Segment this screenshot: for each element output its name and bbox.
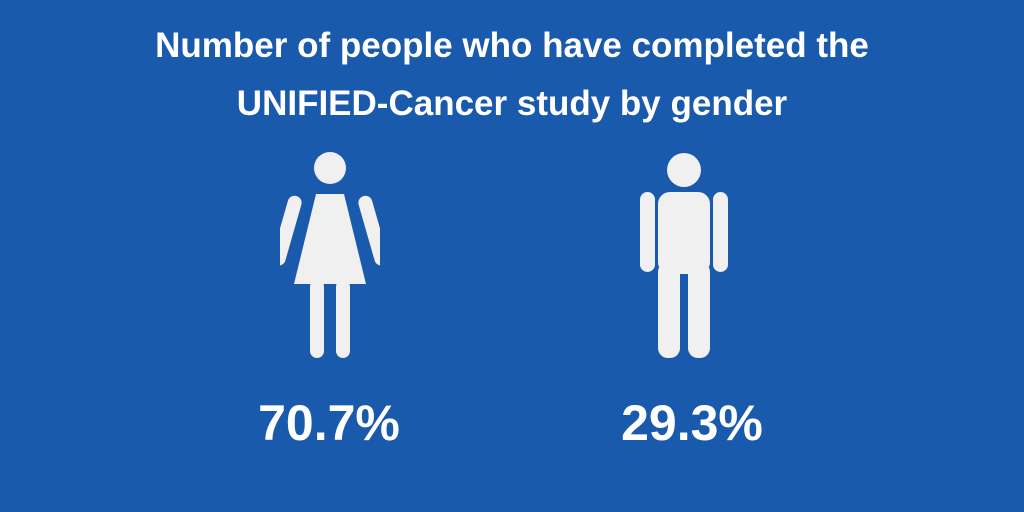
male-right-arm	[713, 192, 728, 272]
female-left-arm	[280, 195, 302, 266]
male-left-leg	[658, 262, 680, 358]
female-left-leg	[310, 280, 324, 358]
male-head	[667, 153, 701, 187]
female-figure-icon	[280, 152, 380, 358]
female-right-arm	[358, 195, 380, 266]
chart-title-line-2: UNIFIED-Cancer study by gender	[236, 84, 788, 123]
female-torso	[294, 194, 366, 284]
male-torso	[658, 192, 710, 274]
chart-title-line-1: Number of people who have completed the	[155, 26, 869, 65]
male-left-arm	[640, 192, 655, 272]
female-percentage-label: 70.7%	[258, 395, 400, 451]
male-figure-icon	[640, 153, 728, 358]
male-percentage-label: 29.3%	[621, 395, 763, 451]
female-right-leg	[336, 280, 350, 358]
male-right-leg	[688, 262, 710, 358]
female-head	[314, 152, 346, 184]
